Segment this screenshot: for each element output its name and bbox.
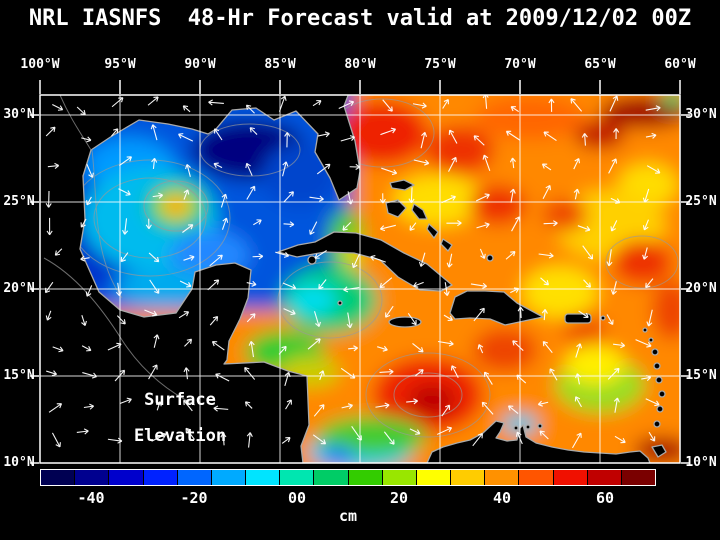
lat-tick-label: 25°N	[685, 194, 717, 209]
colorbar-unit: cm	[338, 507, 358, 525]
isla-juventud	[307, 255, 317, 265]
colorbar-cell	[485, 470, 519, 485]
lat-tick-label: 30°N	[685, 107, 717, 122]
lat-tick-label: 15°N	[685, 368, 717, 383]
colorbar-cell	[280, 470, 314, 485]
map-frame	[30, 80, 690, 464]
colorbar-cell	[75, 470, 109, 485]
bahamas-bank	[385, 199, 407, 218]
colorbar-tick-label: 00	[287, 489, 307, 507]
colorbar-tick-label: 20	[389, 489, 409, 507]
lat-tick-label: 10°N	[685, 455, 717, 470]
ssh-contour-lines	[69, 98, 679, 438]
turks-caicos	[486, 254, 494, 262]
lon-tick-label: 90°W	[184, 57, 216, 72]
axis-ticks	[30, 80, 690, 464]
lon-tick-label: 70°W	[504, 57, 536, 72]
current-vector-arrows	[44, 95, 661, 449]
colorbar-cell	[416, 470, 451, 485]
colorbar-cell	[587, 470, 621, 485]
colorbar-cell	[519, 470, 553, 485]
lat-tick-label: 10°N	[3, 455, 35, 470]
graticule	[40, 95, 680, 463]
bahamas-bank	[411, 203, 428, 220]
lat-tick-label: 25°N	[3, 194, 35, 209]
lon-tick-label: 85°W	[264, 57, 296, 72]
colorbar-cell	[621, 470, 656, 485]
lon-tick-label: 75°W	[424, 57, 456, 72]
lat-tick-label: 30°N	[3, 107, 35, 122]
overlay-label-line1: Surface	[144, 390, 216, 410]
colorbar-cell	[211, 470, 246, 485]
cayman	[337, 300, 343, 306]
colorbar-cell	[143, 470, 177, 485]
south-america	[426, 420, 651, 463]
colorbar-cell	[382, 470, 416, 485]
puerto-rico	[564, 313, 592, 324]
colorbar-cell	[314, 470, 348, 485]
colorbar-tick-label: 60	[595, 489, 615, 507]
lon-tick-label: 100°W	[20, 57, 60, 72]
colorbar-cell	[246, 470, 280, 485]
lon-tick-label: 80°W	[344, 57, 376, 72]
bahamas-bank	[440, 238, 453, 252]
cuba	[277, 231, 453, 292]
bahamas-bank	[389, 179, 415, 191]
colorbar	[40, 469, 656, 486]
overlay-label-line2: Elevation	[133, 426, 227, 446]
lat-tick-label: 20°N	[3, 281, 35, 296]
lat-tick-label: 15°N	[3, 368, 35, 383]
colorbar-cell	[109, 470, 143, 485]
colorbar-cell	[348, 470, 382, 485]
lat-tick-label: 20°N	[685, 281, 717, 296]
colorbar-tick-label: -20	[180, 489, 208, 507]
colorbar-cell	[451, 470, 485, 485]
colorbar-tick-label: 40	[492, 489, 512, 507]
colorbar-cell	[41, 470, 75, 485]
lesser-antilles	[513, 315, 666, 431]
trinidad	[651, 444, 667, 458]
colorbar-tick-label: -40	[77, 489, 105, 507]
bahamas-bank	[426, 223, 439, 239]
lon-tick-label: 95°W	[104, 57, 136, 72]
page-title: NRL IASNFS 48-Hr Forecast valid at 2009/…	[28, 6, 692, 31]
colorbar-cell	[177, 470, 211, 485]
lon-tick-label: 65°W	[584, 57, 616, 72]
colorbar-cell	[553, 470, 587, 485]
land-detail-lines	[43, 95, 196, 406]
lon-tick-label: 60°W	[664, 57, 696, 72]
